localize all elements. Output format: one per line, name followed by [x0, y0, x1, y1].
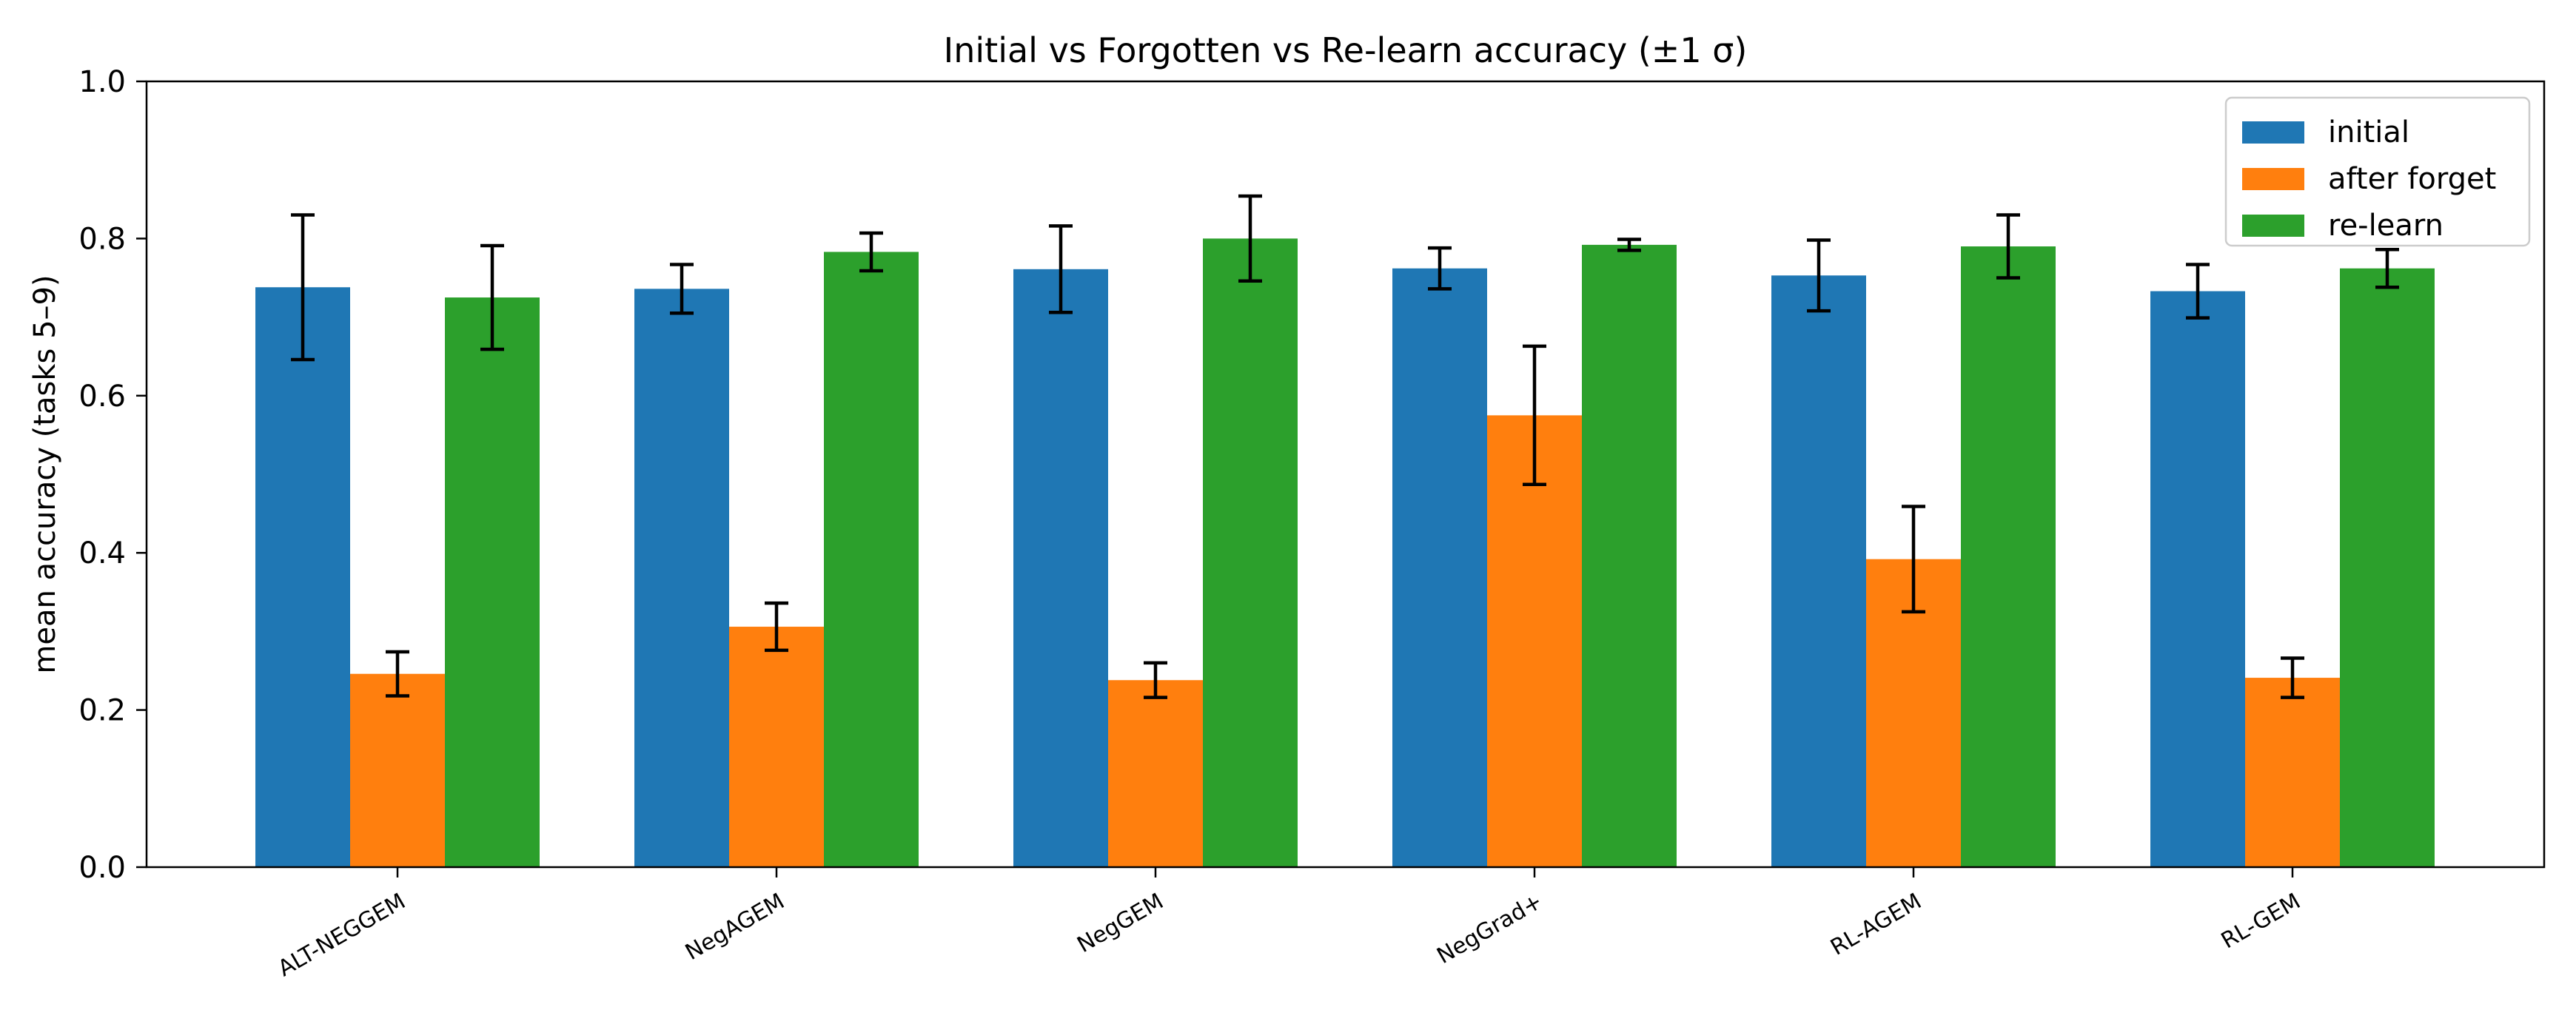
y-tick-label: 0.4 [78, 536, 126, 570]
error-bar-initial-NegAGEM [670, 263, 694, 315]
plot-frame [145, 80, 2546, 869]
bars-layer [255, 238, 2435, 868]
error-bar-re-learn-NegGEM [1238, 194, 1262, 283]
error-bar-re-learn-NegGrad+ [1617, 238, 1641, 252]
chart-title: Initial vs Forgotten vs Re-learn accurac… [944, 30, 1748, 70]
bar-initial-RL-AGEM [1771, 275, 1866, 868]
error-bar-after-forget-ALT-NEGGEM [386, 650, 409, 698]
y-tick-label: 0.0 [78, 851, 126, 885]
error-bars-layer [291, 194, 2399, 699]
error-bar-after-forget-RL-GEM [2281, 656, 2304, 699]
bar-initial-ALT-NEGGEM [255, 287, 350, 867]
bar-re-learn-NegAGEM [824, 252, 919, 868]
bar-re-learn-RL-AGEM [1961, 246, 2056, 867]
error-bar-re-learn-NegAGEM [859, 231, 883, 273]
error-bar-re-learn-ALT-NEGGEM [480, 243, 504, 351]
bar-re-learn-ALT-NEGGEM [445, 297, 540, 867]
bar-initial-NegAGEM [634, 289, 729, 867]
bar-initial-NegGrad+ [1392, 268, 1487, 868]
error-bar-initial-ALT-NEGGEM [291, 213, 315, 362]
error-bar-initial-NegGEM [1049, 224, 1073, 314]
legend-label-re-learn: re-learn [2328, 209, 2443, 243]
bar-after-forget-NegGEM [1108, 680, 1203, 867]
bar-initial-RL-GEM [2150, 291, 2245, 868]
y-tick-label: 0.2 [78, 694, 126, 728]
y-tick-label: 0.8 [78, 222, 126, 256]
y-tick-label: 0.6 [78, 380, 126, 414]
error-bar-re-learn-RL-GEM [2375, 248, 2399, 289]
legend-swatch-after-forget [2242, 168, 2304, 190]
legend-label-after-forget: after forget [2328, 162, 2496, 196]
bar-after-forget-ALT-NEGGEM [350, 673, 445, 867]
bar-re-learn-NegGrad+ [1582, 244, 1677, 867]
legend-swatch-re-learn [2242, 215, 2304, 237]
bar-initial-NegGEM [1013, 269, 1108, 867]
legend: initial after forget re-learn [2224, 96, 2531, 247]
error-bar-after-forget-NegGrad+ [1523, 344, 1546, 487]
error-bar-initial-RL-GEM [2186, 263, 2210, 320]
bar-re-learn-NegGEM [1203, 238, 1298, 867]
error-bar-re-learn-RL-AGEM [1996, 213, 2020, 280]
y-tick-label: 1.0 [78, 65, 126, 99]
legend-swatch-initial [2242, 121, 2304, 144]
bar-re-learn-RL-GEM [2340, 268, 2435, 868]
bar-after-forget-NegAGEM [729, 627, 824, 867]
error-bar-after-forget-NegGEM [1144, 661, 1167, 699]
error-bar-after-forget-RL-AGEM [1902, 505, 1925, 614]
error-bar-initial-RL-AGEM [1807, 238, 1831, 313]
legend-label-initial: initial [2328, 115, 2409, 149]
bar-after-forget-NegGrad+ [1487, 415, 1582, 867]
error-bar-after-forget-NegAGEM [765, 601, 788, 653]
bar-after-forget-RL-GEM [2245, 678, 2340, 867]
y-axis-label: mean accuracy (tasks 5–9) [28, 274, 62, 673]
error-bar-initial-NegGrad+ [1428, 246, 1452, 291]
